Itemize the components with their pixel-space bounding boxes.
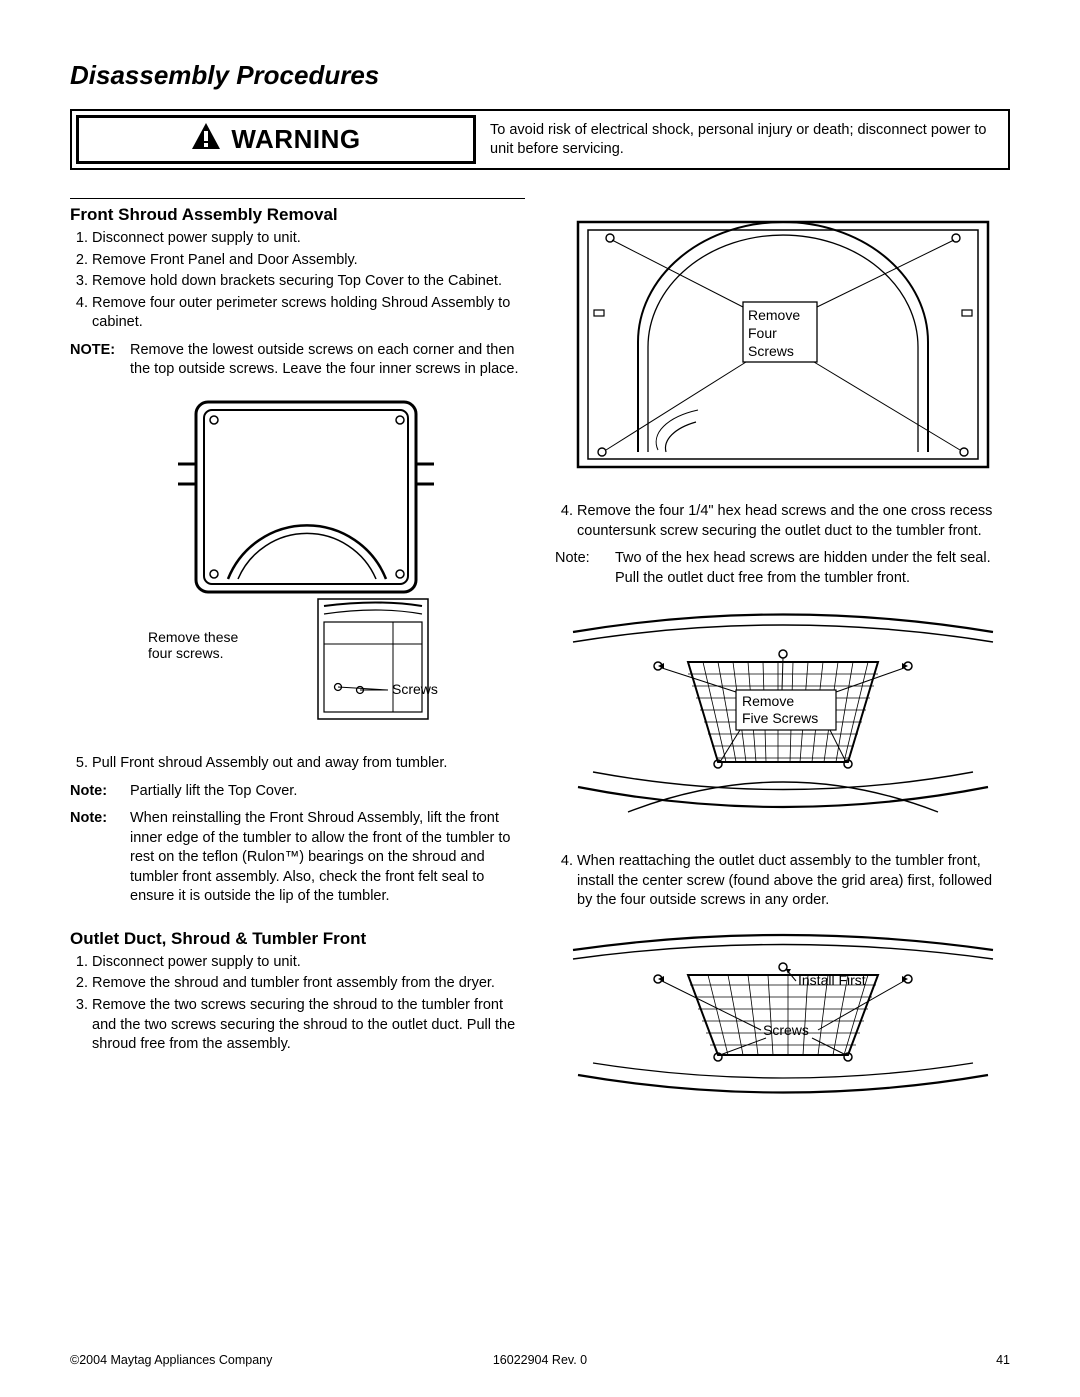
outlet-step-4b: When reattaching the outlet duct assembl… <box>555 852 1010 911</box>
warning-left: WARNING <box>76 115 476 164</box>
note-text: When reinstalling the Front Shroud Assem… <box>130 809 525 907</box>
callout-remove-four: Remove these <box>148 629 238 645</box>
section-heading-shroud: Front Shroud Assembly Removal <box>70 205 525 225</box>
page-title: Disassembly Procedures <box>70 60 1010 91</box>
page-footer: ©2004 Maytag Appliances Company 16022904… <box>70 1353 1010 1367</box>
svg-text:Remove: Remove <box>742 693 794 709</box>
note-block: Note: Two of the hex head screws are hid… <box>555 549 1010 588</box>
callout-screws: Screws <box>392 681 438 697</box>
svg-text:Four: Four <box>748 325 777 341</box>
step: Pull Front shroud Assembly out and away … <box>92 754 525 774</box>
figure-shroud-front: Screws Remove these four screws. <box>70 394 525 734</box>
warning-box: WARNING To avoid risk of electrical shoc… <box>70 109 1010 170</box>
svg-text:Remove: Remove <box>748 307 800 323</box>
step: Remove the shroud and tumbler front asse… <box>92 974 525 994</box>
note-text: Partially lift the Top Cover. <box>130 782 525 802</box>
note-label: Note: <box>555 549 615 588</box>
warning-text: To avoid risk of electrical shock, perso… <box>480 111 1008 168</box>
left-column: Front Shroud Assembly Removal Disconnect… <box>70 198 525 1120</box>
note-block: NOTE: Remove the lowest outside screws o… <box>70 341 525 380</box>
shroud-steps-5: Pull Front shroud Assembly out and away … <box>70 754 525 774</box>
note-block: Note: When reinstalling the Front Shroud… <box>70 809 525 907</box>
step: Disconnect power supply to unit. <box>92 953 525 973</box>
note-label: Note: <box>70 809 130 907</box>
figure-remove-four-screws: Remove Four Screws <box>555 212 1010 482</box>
svg-text:Install First: Install First <box>798 972 866 988</box>
figure-install-first: Install First Screws <box>555 925 1010 1100</box>
svg-text:Screws: Screws <box>748 343 794 359</box>
svg-text:four screws.: four screws. <box>148 645 223 661</box>
outlet-step-4a: Remove the four 1/4" hex head screws and… <box>555 502 1010 541</box>
two-column-layout: Front Shroud Assembly Removal Disconnect… <box>70 198 1010 1120</box>
step: Remove the four 1/4" hex head screws and… <box>577 502 1010 541</box>
right-column: Remove Four Screws Remove the four 1/4" … <box>555 198 1010 1120</box>
svg-text:Five Screws: Five Screws <box>742 710 818 726</box>
note-label: Note: <box>70 782 130 802</box>
section-heading-outlet: Outlet Duct, Shroud & Tumbler Front <box>70 929 525 949</box>
step: Disconnect power supply to unit. <box>92 229 525 249</box>
svg-text:Screws: Screws <box>763 1022 809 1038</box>
step: Remove Front Panel and Door Assembly. <box>92 251 525 271</box>
note-label: NOTE: <box>70 341 130 380</box>
outlet-steps-1-3: Disconnect power supply to unit. Remove … <box>70 953 525 1055</box>
warning-label: WARNING <box>231 124 360 155</box>
step: When reattaching the outlet duct assembl… <box>577 852 1010 911</box>
shroud-steps-1-4: Disconnect power supply to unit. Remove … <box>70 229 525 333</box>
note-text: Two of the hex head screws are hidden un… <box>615 549 1010 588</box>
footer-docnum: 16022904 Rev. 0 <box>70 1353 1010 1367</box>
step: Remove four outer perimeter screws holdi… <box>92 294 525 333</box>
warning-triangle-icon <box>191 122 221 157</box>
step: Remove the two screws securing the shrou… <box>92 996 525 1055</box>
note-text: Remove the lowest outside screws on each… <box>130 341 525 380</box>
step: Remove hold down brackets securing Top C… <box>92 272 525 292</box>
figure-remove-five-screws: Remove Five Screws <box>555 602 1010 832</box>
section-rule <box>70 198 525 199</box>
note-block: Note: Partially lift the Top Cover. <box>70 782 525 802</box>
